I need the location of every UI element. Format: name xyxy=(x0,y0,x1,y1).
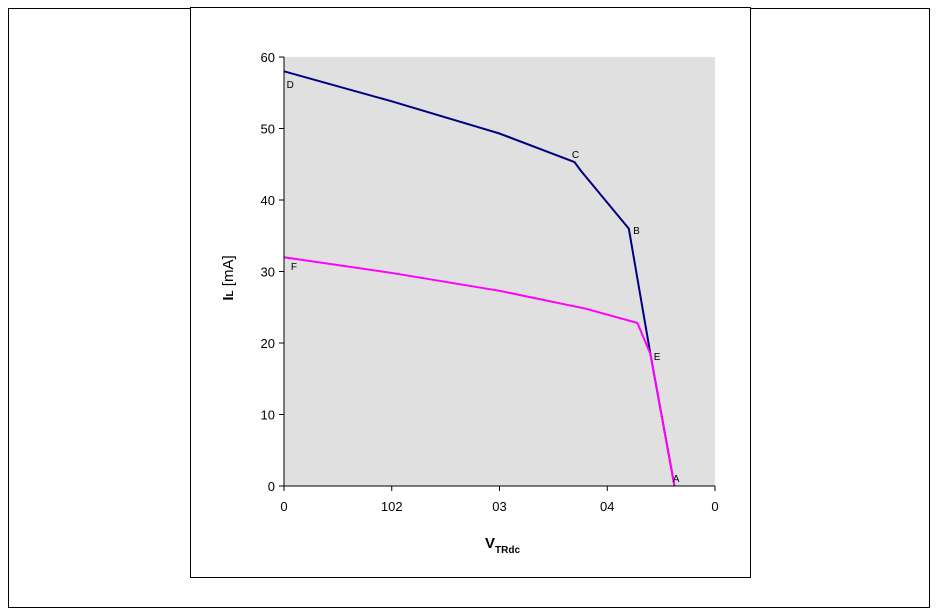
y-axis-title-sub: L xyxy=(225,290,236,296)
point-label-B: B xyxy=(633,226,640,237)
point-labels: D C B E A F xyxy=(287,80,680,485)
y-tick-label: 20 xyxy=(261,336,275,351)
x-axis-title: VTRdc xyxy=(485,535,520,556)
x-tick-label: 102 xyxy=(381,499,403,514)
y-axis-ticks: 0 10 20 30 40 50 60 xyxy=(261,50,284,494)
x-axis-title-sub: TRdc xyxy=(495,545,520,556)
point-label-F: F xyxy=(291,262,297,273)
x-tick-label: 0 xyxy=(711,499,718,514)
plot-area xyxy=(284,57,715,486)
y-tick-label: 60 xyxy=(261,50,275,65)
x-axis-ticks: 0 102 03 04 0 xyxy=(280,486,719,514)
x-tick-label: 03 xyxy=(492,499,506,514)
y-axis-title-main: I xyxy=(220,296,237,300)
x-tick-label: 04 xyxy=(600,499,614,514)
series-line-2 xyxy=(283,256,676,487)
y-tick-label: 50 xyxy=(261,122,275,137)
x-axis-title-main: V xyxy=(485,535,495,552)
y-tick-label: 10 xyxy=(261,408,275,423)
y-tick-label: 40 xyxy=(261,193,275,208)
point-label-C: C xyxy=(572,150,579,161)
point-label-E: E xyxy=(654,352,661,363)
y-axis-title-unit: [mA] xyxy=(220,255,237,290)
y-tick-label: 30 xyxy=(261,265,275,280)
point-label-A: A xyxy=(673,474,680,485)
series-line-1 xyxy=(283,70,676,487)
point-label-D: D xyxy=(287,80,294,91)
x-tick-label: 0 xyxy=(280,499,287,514)
y-axis-title: IL [mA] xyxy=(220,255,237,300)
y-tick-label: 0 xyxy=(268,479,275,494)
series-layer xyxy=(283,70,676,487)
